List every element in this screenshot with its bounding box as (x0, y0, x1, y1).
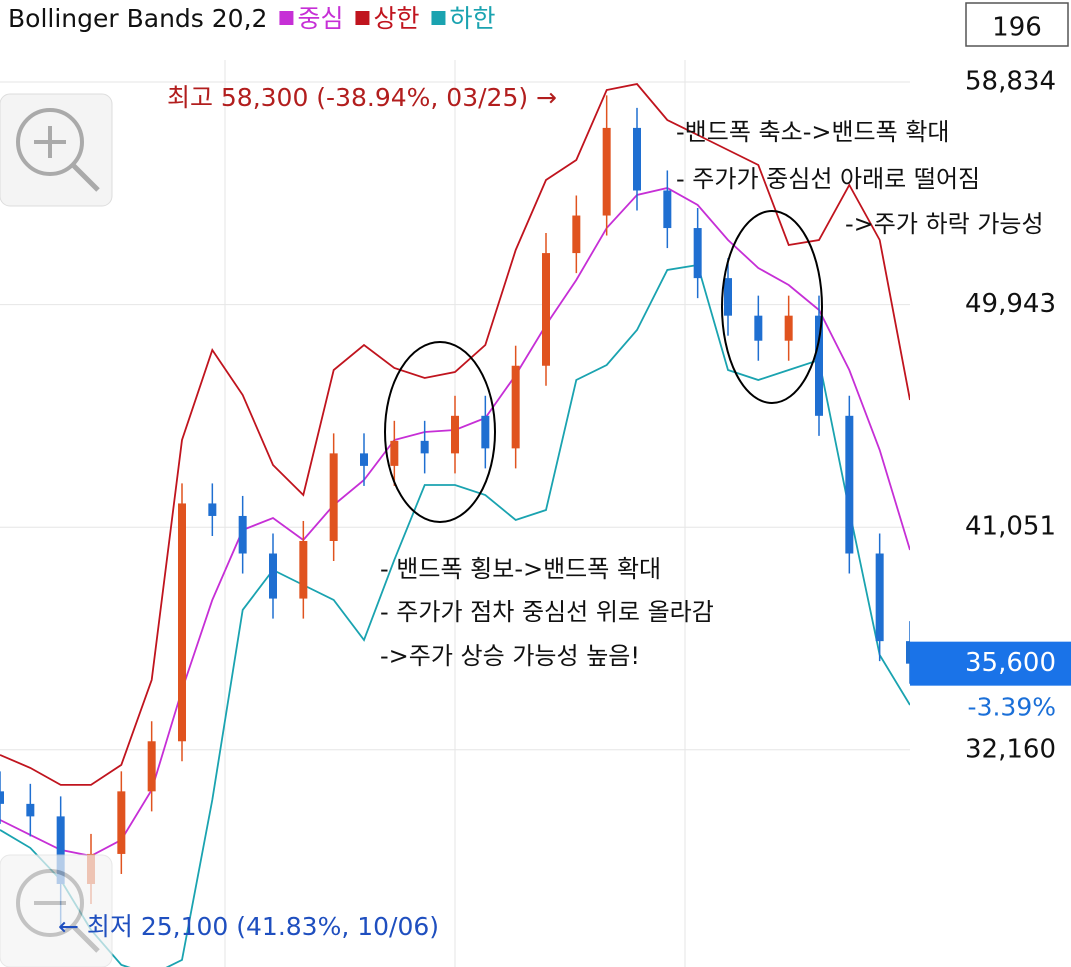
candle-body (451, 415, 459, 454)
y-tick-label: 58,834 (965, 66, 1056, 96)
candle-body (147, 741, 156, 792)
candle-body (0, 791, 4, 804)
candle-body (633, 127, 641, 191)
ellipse (384, 341, 496, 523)
icon[interactable] (16, 108, 84, 176)
y-tick-label: 49,943 (965, 289, 1056, 319)
legend-label: 하한 (449, 4, 495, 33)
y-tick-label: 32,160 (965, 734, 1056, 764)
candle-body (602, 127, 611, 216)
candle-body (754, 315, 763, 341)
ellipses (384, 210, 823, 523)
low-note: ← 최저 25,100 (41.83%, 10/06) (58, 912, 439, 941)
candle-body (724, 278, 732, 316)
last-price: 35,600 (965, 648, 1056, 678)
band-line (0, 263, 910, 967)
change: -3.39% (968, 693, 1056, 722)
period: 196 (992, 13, 1042, 43)
icon[interactable] (16, 869, 84, 937)
y-axis: 58,834 49,943 41,051 32,160 35,600 -3.39% (910, 66, 1071, 764)
period-box (965, 2, 1069, 47)
candle-body (420, 440, 429, 454)
candle-body (390, 440, 399, 466)
candle-body (329, 453, 338, 541)
candle-body (26, 803, 35, 817)
candle-body (875, 553, 884, 642)
note: - 주가가 중심선 아래로 떨어짐 (676, 165, 980, 193)
icon[interactable] (71, 163, 100, 192)
legend-swatch (431, 11, 446, 25)
candle-body (815, 315, 823, 416)
candle-body (299, 540, 308, 599)
zoom-in-icon[interactable] (0, 93, 113, 207)
candle-body (663, 190, 672, 229)
note: - 주가가 점차 중심선 위로 올라감 (380, 598, 714, 626)
note: - 밴드폭 횡보->밴드폭 확대 (380, 555, 661, 583)
candle-body (906, 641, 910, 664)
band-line (0, 83, 910, 786)
note: -밴드폭 축소->밴드폭 확대 (676, 118, 950, 146)
plot (0, 83, 910, 967)
candle-body (269, 553, 277, 599)
legend-label: 상한 (373, 4, 419, 33)
legend: 중심 상한 하한 (279, 4, 495, 33)
candle-body (238, 515, 247, 554)
candle-body (178, 503, 186, 742)
zoom-out-icon[interactable] (0, 854, 113, 967)
candle-body (693, 228, 702, 279)
vertical-grid (224, 60, 686, 967)
candle-body (845, 415, 854, 554)
candle-body (360, 453, 368, 466)
candle-body (208, 503, 217, 516)
icon[interactable] (71, 924, 100, 953)
legend-label: 중심 (297, 4, 343, 33)
y-tick-label: 41,051 (965, 512, 1056, 542)
candle-body (784, 315, 793, 341)
chart-title: Bollinger Bands 20,2 (8, 4, 267, 33)
legend-swatch (355, 11, 370, 25)
note: ->주가 하락 가능성 (845, 210, 1044, 238)
candle-body (511, 365, 520, 449)
last-price-box (910, 641, 1071, 686)
candle-body (572, 215, 581, 254)
legend-swatch (279, 11, 294, 25)
high-note: 최고 58,300 (-38.94%, 03/25) → (167, 83, 557, 112)
candle-body (117, 791, 126, 854)
candle-body (56, 816, 65, 884)
note: ->주가 상승 가능성 높음! (380, 642, 640, 670)
candle-body (542, 253, 550, 366)
candle-body (481, 415, 490, 449)
ellipse (721, 210, 823, 404)
